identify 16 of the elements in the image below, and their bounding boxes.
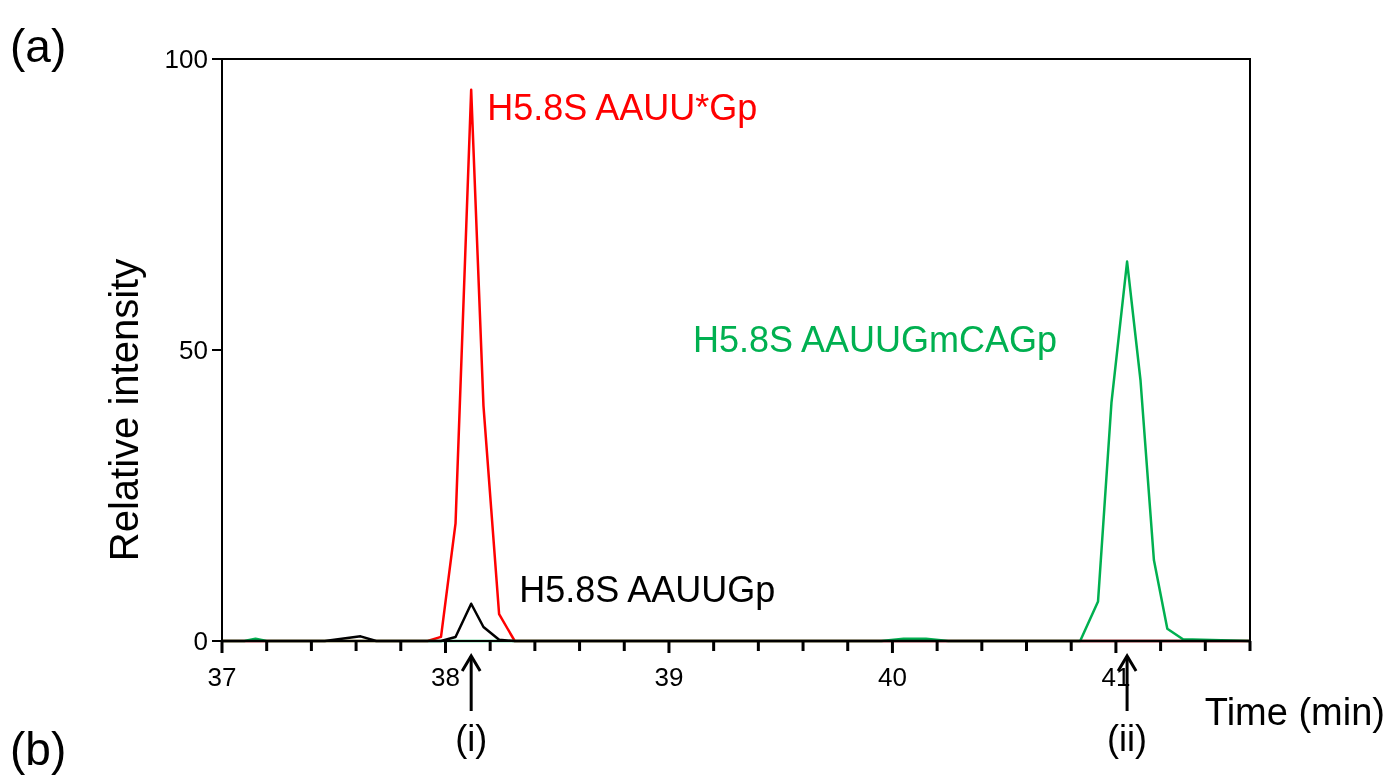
x-tick-label: 40 bbox=[877, 662, 907, 692]
annotation: (ii) bbox=[1107, 718, 1148, 759]
annotation: (i) bbox=[455, 718, 488, 759]
text: (a) bbox=[10, 20, 67, 72]
y-tick-label: 50 bbox=[179, 335, 208, 365]
series-label: H5.8S AAUU*Gp bbox=[487, 86, 758, 128]
y-tick-label: 0 bbox=[193, 626, 208, 656]
x-tick-label: 37 bbox=[207, 662, 237, 692]
x-axis-title: Time (min) bbox=[1204, 691, 1385, 733]
x-tick-label: 38 bbox=[431, 662, 460, 692]
series-label: H5.8S AAUUGp bbox=[519, 568, 776, 610]
y-axis-title: Relative intensity bbox=[102, 258, 146, 562]
series-label: H5.8S AAUUGmCAGp bbox=[692, 318, 1058, 360]
text: (b) bbox=[10, 723, 67, 775]
x-tick-label: 39 bbox=[654, 662, 684, 692]
y-tick-label: 100 bbox=[164, 44, 208, 74]
